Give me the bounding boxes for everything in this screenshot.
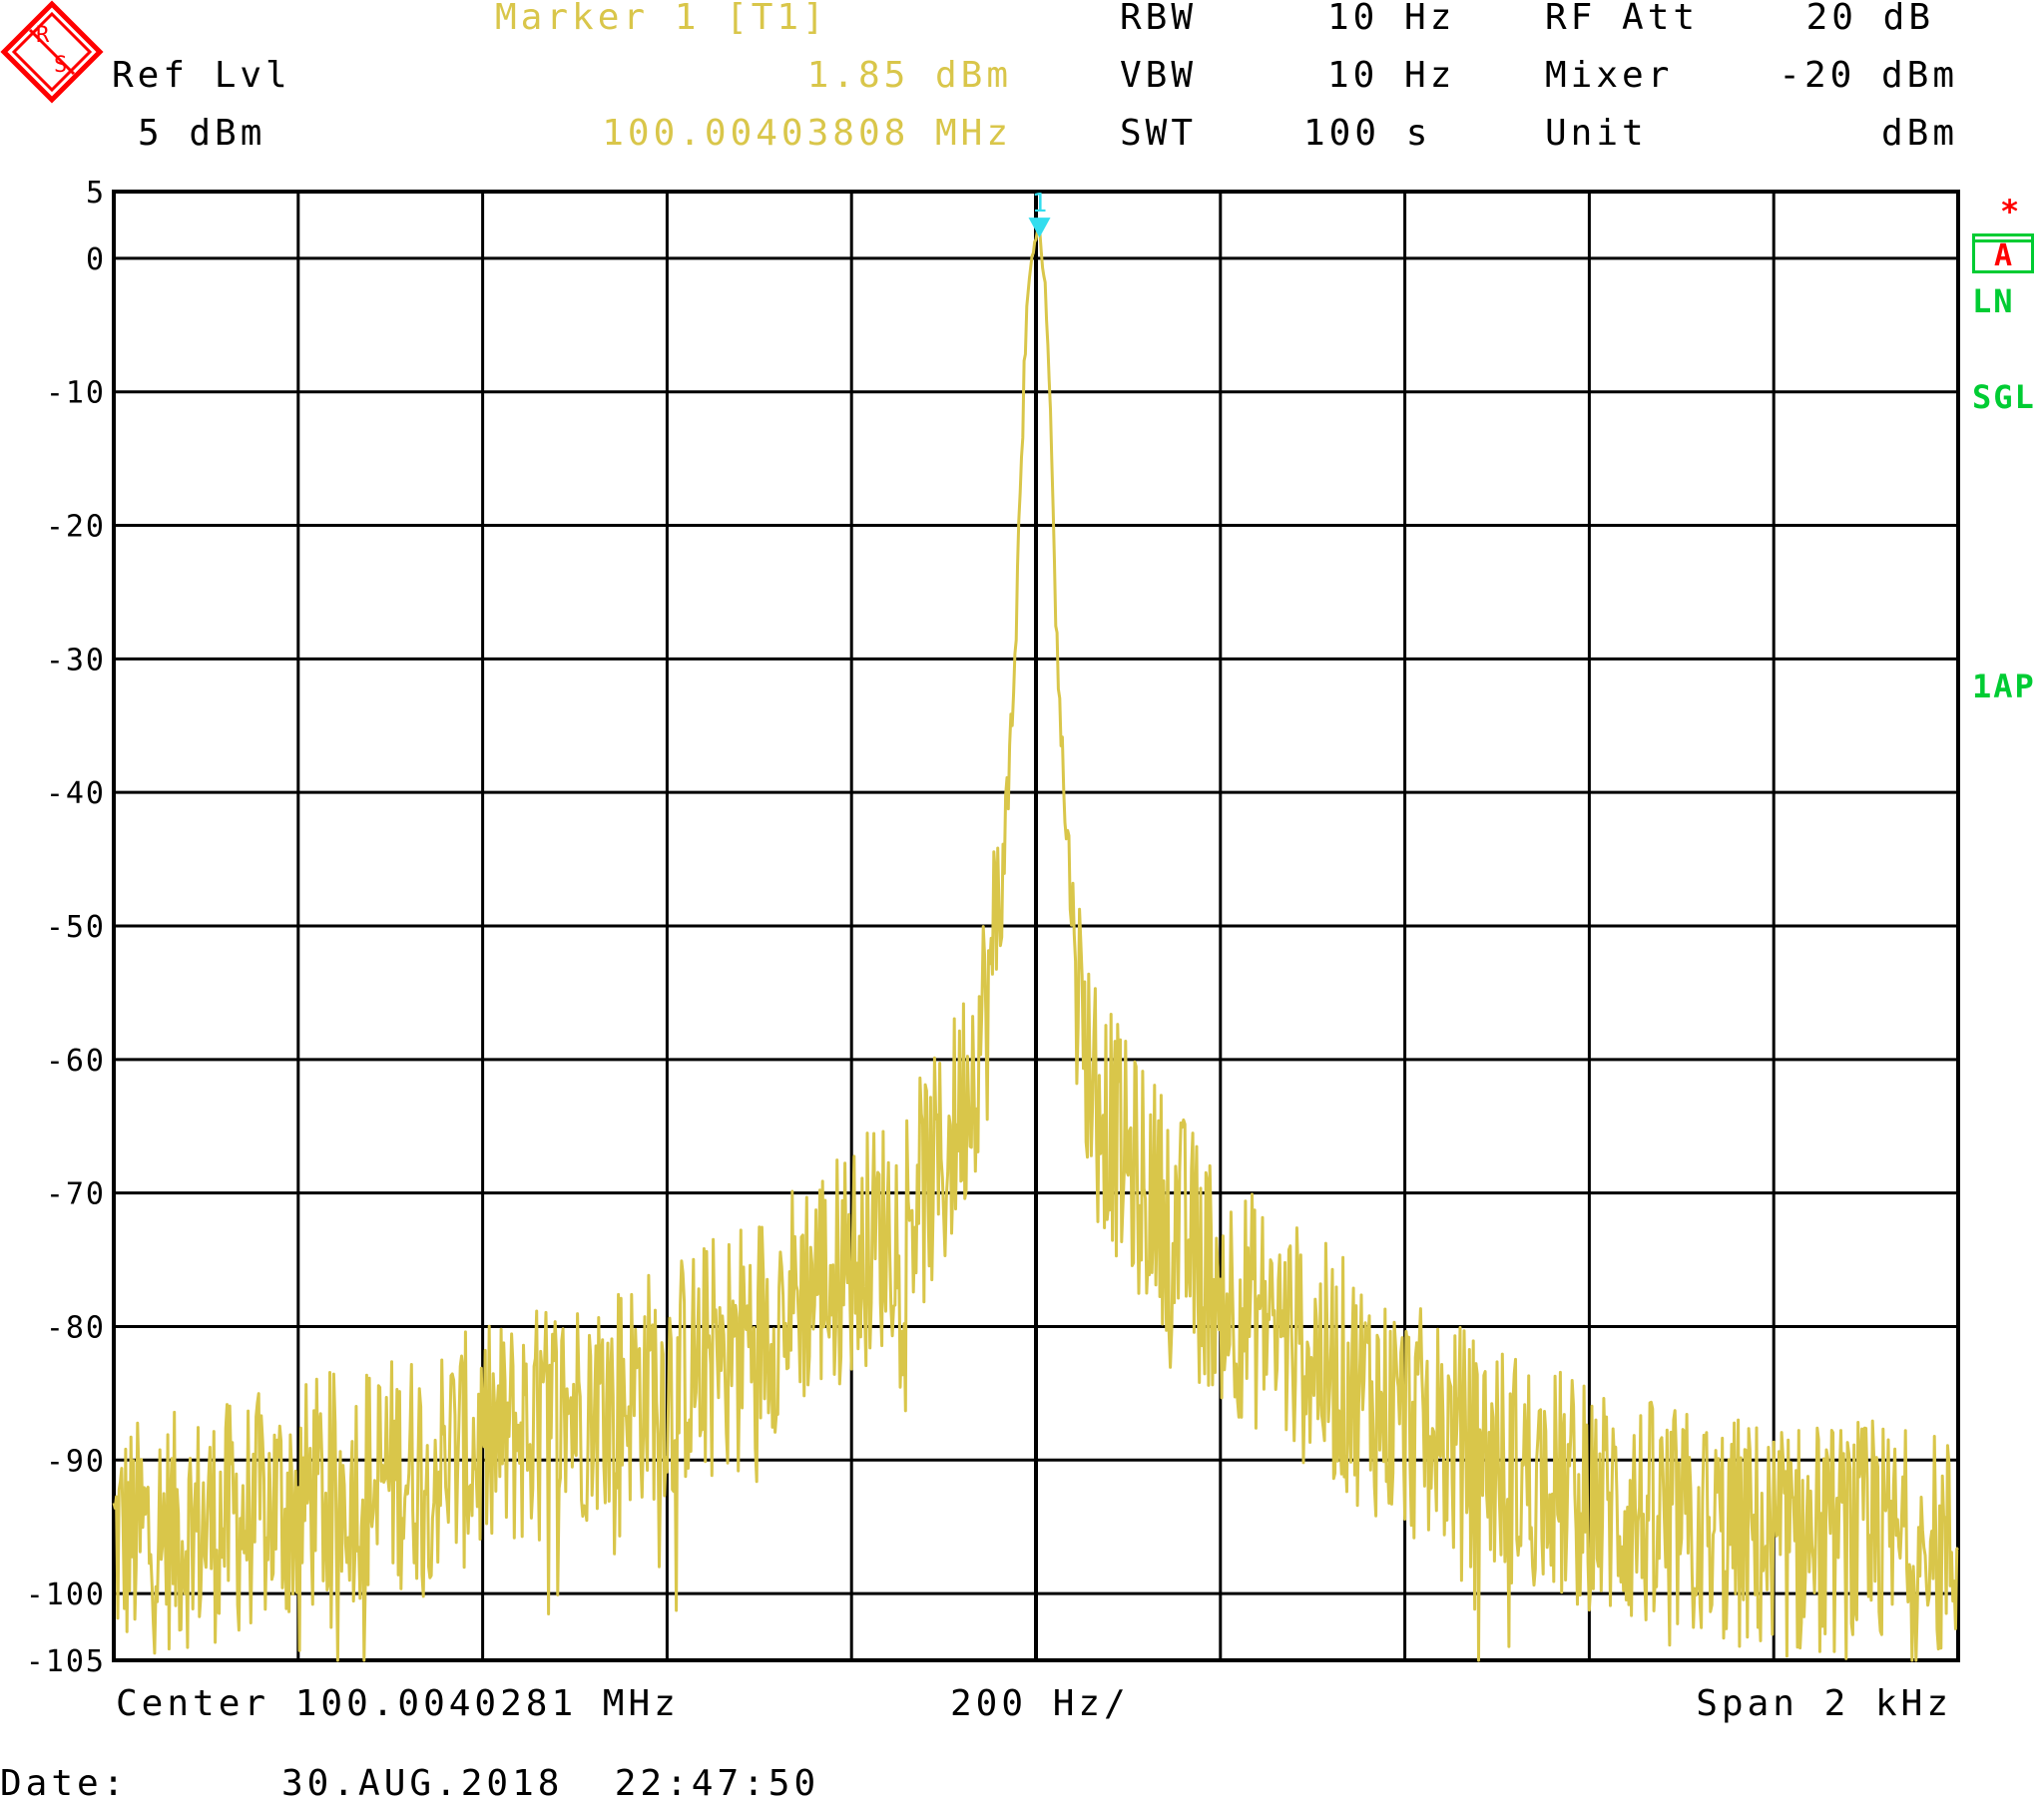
unit-label: Unit [1545, 113, 1648, 154]
y-tick-label: -90 [46, 1444, 106, 1479]
ap-indicator: 1AP [1972, 668, 2036, 705]
sgl-indicator: SGL [1972, 378, 2036, 416]
center-frequency: Center 100.0040281 MHz [116, 1683, 680, 1724]
y-tick-label: -40 [46, 776, 106, 811]
marker-title: Marker 1 [T1] [495, 0, 828, 38]
marker-1-triangle[interactable] [1028, 218, 1051, 238]
swt-value: 100 s [1303, 113, 1432, 154]
ref-lvl-value: 5 dBm [138, 113, 266, 154]
frequency-division: 200 Hz/ [950, 1683, 1130, 1724]
mixer-label: Mixer [1545, 55, 1674, 96]
y-tick-label: 5 [86, 176, 106, 211]
ref-lvl-label: Ref Lvl [112, 55, 291, 96]
y-tick-label: -10 [46, 376, 106, 411]
trace-1 [112, 227, 1959, 1662]
y-tick-label: -30 [46, 643, 106, 677]
ln-indicator: LN [1972, 282, 2015, 320]
date-value: 30.AUG.2018 22:47:50 [281, 1763, 820, 1804]
unit-value: dBm [1880, 113, 1958, 154]
y-tick-label: -100 [26, 1578, 106, 1612]
overload-star: * [2000, 193, 2020, 230]
y-tick-label: 0 [86, 242, 106, 277]
vbw-value: 10 Hz [1327, 55, 1456, 96]
rf-att-label: RF Att [1545, 0, 1700, 38]
logo-letter-r: R [36, 23, 50, 48]
rf-att-value: 20 dB [1805, 0, 1934, 38]
rbw-label: RBW [1120, 0, 1198, 38]
swt-label: SWT [1120, 113, 1198, 154]
frequency-span: Span 2 kHz [1696, 1683, 1952, 1724]
marker-1-label: 1 [1032, 189, 1048, 219]
rbw-value: 10 Hz [1327, 0, 1456, 38]
y-tick-label: -80 [46, 1310, 106, 1345]
y-tick-label: -70 [46, 1177, 106, 1212]
y-tick-label: -60 [46, 1044, 106, 1079]
y-tick-label: -20 [46, 510, 106, 545]
trace-a-indicator: A [1972, 233, 2034, 273]
logo-letter-s: S [54, 53, 67, 78]
rohde-schwarz-logo: R S [0, 0, 104, 104]
y-tick-label: -105 [26, 1644, 106, 1679]
y-tick-label: -50 [46, 910, 106, 945]
marker-frequency: 100.00403808 MHz [602, 113, 1012, 154]
mixer-value: -20 dBm [1779, 55, 1958, 96]
trace-a-label: A [1993, 238, 2013, 273]
marker-level: 1.85 dBm [806, 55, 1012, 96]
date-label: Date: [0, 1763, 129, 1804]
vbw-label: VBW [1120, 55, 1198, 96]
